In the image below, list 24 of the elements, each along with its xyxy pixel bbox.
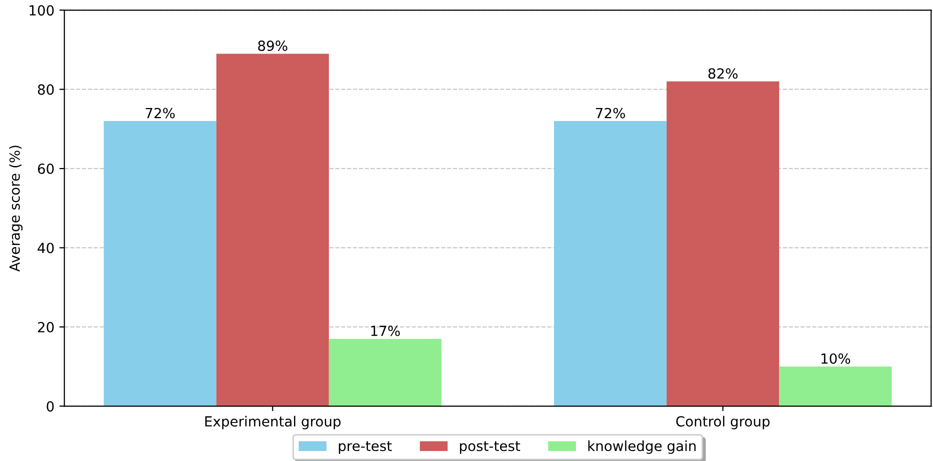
data-label: 72% — [596, 108, 625, 118]
bar — [328, 338, 442, 406]
y-axis-title: Average score (%) — [9, 146, 23, 272]
y-tick-label: 100 — [30, 5, 54, 16]
legend-label: post-test — [460, 441, 520, 454]
x-tick-label: Experimental group — [205, 416, 341, 430]
data-label: 72% — [146, 108, 175, 118]
legend-label: knowledge gain — [588, 440, 696, 454]
bar — [216, 54, 329, 406]
x-tick-label: Control group — [676, 416, 770, 430]
y-tick-label: 20 — [38, 322, 54, 332]
y-tick-label: 40 — [38, 242, 54, 254]
y-tick-label: 60 — [38, 164, 54, 174]
data-label: 82% — [708, 68, 738, 79]
legend-label: pre-test — [338, 441, 392, 454]
y-tick-label: 0 — [46, 401, 54, 412]
data-label: 17% — [371, 326, 400, 336]
data-label: 10% — [822, 353, 850, 364]
bar — [554, 121, 667, 406]
y-tick-label: 80 — [38, 84, 54, 95]
bar — [104, 121, 216, 406]
bar — [666, 81, 780, 406]
data-label: 89% — [258, 40, 288, 52]
bar — [779, 366, 892, 406]
